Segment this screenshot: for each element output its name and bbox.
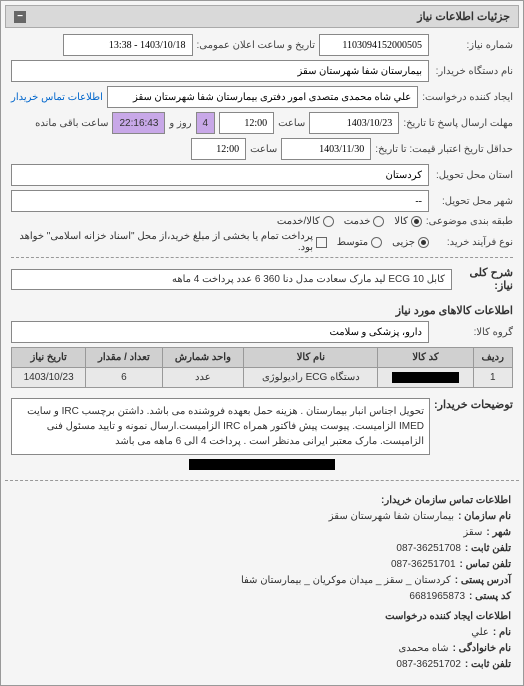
label-description: توضیحات خریدار: — [434, 394, 513, 415]
radio-minor[interactable]: جزیی — [392, 237, 429, 248]
c2-lbl-0: نام : — [493, 625, 511, 641]
label-time1: ساعت — [278, 118, 305, 129]
label-city: شهر محل تحویل: — [433, 196, 513, 207]
radio-medium[interactable]: متوسط — [337, 237, 382, 248]
checkbox-treasury-label: پرداخت تمام یا بخشی از مبلغ خرید،از محل … — [11, 231, 313, 253]
label-req-no: شماره نیاز: — [433, 40, 513, 51]
label-remain: ساعت باقی مانده — [35, 118, 108, 129]
c-val-2: 087-36251708 — [396, 541, 461, 557]
req-no-input[interactable] — [319, 34, 429, 56]
contact-title: اطلاعات تماس سازمان خریدار: — [381, 493, 511, 509]
quote-date[interactable] — [281, 138, 371, 160]
device-input[interactable] — [11, 60, 429, 82]
description-box: تحویل اجناس انبار بیمارستان . هزینه حمل … — [11, 398, 430, 455]
c-lbl-4: آدرس پستی : — [455, 573, 511, 589]
redacted-code: XXXX — [392, 372, 459, 383]
cell-row: 1 — [473, 368, 512, 388]
radio-service-icon — [373, 216, 384, 227]
c-lbl-1: شهر : — [486, 525, 511, 541]
deadline-date[interactable] — [309, 112, 399, 134]
collapse-icon[interactable]: − — [14, 11, 26, 23]
c2-val-2: 087-36251702 — [396, 657, 461, 673]
radio-goods-icon — [411, 216, 422, 227]
c-val-4: کردستان _ سقز _ میدان موکریان _ بیمارستا… — [241, 573, 451, 589]
checkbox-icon — [316, 237, 327, 248]
cell-qty: 6 — [86, 368, 162, 388]
cell-code: XXXX — [378, 368, 473, 388]
c-lbl-5: کد پستی : — [469, 589, 511, 605]
announce-input[interactable] — [63, 34, 193, 56]
group-input[interactable] — [11, 321, 429, 343]
radio-medium-label: متوسط — [337, 237, 368, 248]
days-remaining: 4 — [196, 112, 216, 134]
c-lbl-3: تلفن تماس : — [460, 557, 511, 573]
need-summary-box: کابل ECG 10 لید مارک سعادت مدل دنا 360 6… — [11, 269, 452, 290]
label-device: نام دستگاه خریدار: — [433, 66, 513, 77]
th-date: تاریخ نیاز — [12, 348, 86, 368]
label-announce: تاریخ و ساعت اعلان عمومی: — [197, 40, 316, 51]
label-category: طبقه بندی موضوعی: — [426, 216, 513, 227]
cell-unit: عدد — [162, 368, 244, 388]
items-section-title: اطلاعات کالاهای مورد نیاز — [11, 300, 513, 321]
contact-block: اطلاعات تماس سازمان خریدار: نام سازمان :… — [5, 485, 519, 681]
buyer-contact-link[interactable]: اطلاعات تماس خریدار — [11, 92, 103, 103]
c2-lbl-2: تلفن ثابت : — [465, 657, 511, 673]
c2-val-0: علي — [471, 625, 489, 641]
radio-goods-label: کالا — [394, 216, 408, 227]
items-table: ردیف کد کالا نام کالا واحد شمارش تعداد /… — [11, 347, 513, 388]
c-val-5: 6681965873 — [409, 589, 465, 605]
label-time2: ساعت — [250, 144, 277, 155]
c2-lbl-1: نام خانوادگی : — [453, 641, 511, 657]
c-val-0: بیمارستان شفا شهرستان سقز — [329, 509, 454, 525]
th-row: ردیف — [473, 348, 512, 368]
checkbox-treasury[interactable]: پرداخت تمام یا بخشی از مبلغ خرید،از محل … — [11, 231, 327, 253]
label-need-summary: شرح کلی نیاز: — [456, 262, 513, 296]
c-val-1: سقز — [463, 525, 482, 541]
cell-date: 1403/10/23 — [12, 368, 86, 388]
radio-minor-icon — [418, 237, 429, 248]
c-lbl-0: نام سازمان : — [458, 509, 511, 525]
radio-goods-service-icon — [323, 216, 334, 227]
label-day: روز و — [169, 118, 191, 129]
radio-medium-icon — [371, 237, 382, 248]
province-input[interactable] — [11, 164, 429, 186]
deadline-time[interactable] — [219, 112, 274, 134]
radio-service-label: خدمت — [344, 216, 371, 227]
radio-service[interactable]: خدمت — [344, 216, 385, 227]
radio-minor-label: جزیی — [392, 237, 415, 248]
th-code: کد کالا — [378, 348, 473, 368]
label-creator: ایجاد کننده درخواست: — [422, 92, 513, 103]
label-group: گروه کالا: — [433, 327, 513, 338]
label-quote: حداقل تاریخ اعتبار قیمت: تا تاریخ: — [375, 144, 513, 155]
contact-title2: اطلاعات ایجاد کننده درخواست — [385, 609, 511, 625]
time-remaining: 22:16:43 — [112, 112, 165, 134]
label-province: استان محل تحویل: — [433, 170, 513, 181]
label-deadline: مهلت ارسال پاسخ تا تاریخ: — [403, 118, 513, 129]
table-row[interactable]: 1 XXXX دستگاه ECG رادیولوژی عدد 6 1403/1… — [12, 368, 513, 388]
panel-header: جزئیات اطلاعات نیاز − — [5, 5, 519, 28]
c-lbl-2: تلفن ثابت : — [465, 541, 511, 557]
radio-goods[interactable]: کالا — [394, 216, 422, 227]
cell-name: دستگاه ECG رادیولوژی — [244, 368, 378, 388]
th-name: نام کالا — [244, 348, 378, 368]
panel-title: جزئیات اطلاعات نیاز — [417, 10, 510, 23]
creator-input[interactable] — [107, 86, 418, 108]
radio-goods-service-label: کالا/خدمت — [277, 216, 320, 227]
redacted-footer: XXXXXXXXXXXXXXXX — [189, 459, 336, 470]
label-process: نوع فرآیند خرید: — [433, 237, 513, 248]
th-unit: واحد شمارش — [162, 348, 244, 368]
quote-time[interactable] — [191, 138, 246, 160]
c2-val-1: شاه محمدی — [398, 641, 448, 657]
radio-goods-service[interactable]: کالا/خدمت — [277, 216, 334, 227]
city-input[interactable] — [11, 190, 429, 212]
c-val-3: 087-36251701 — [391, 557, 456, 573]
th-qty: تعداد / مقدار — [86, 348, 162, 368]
